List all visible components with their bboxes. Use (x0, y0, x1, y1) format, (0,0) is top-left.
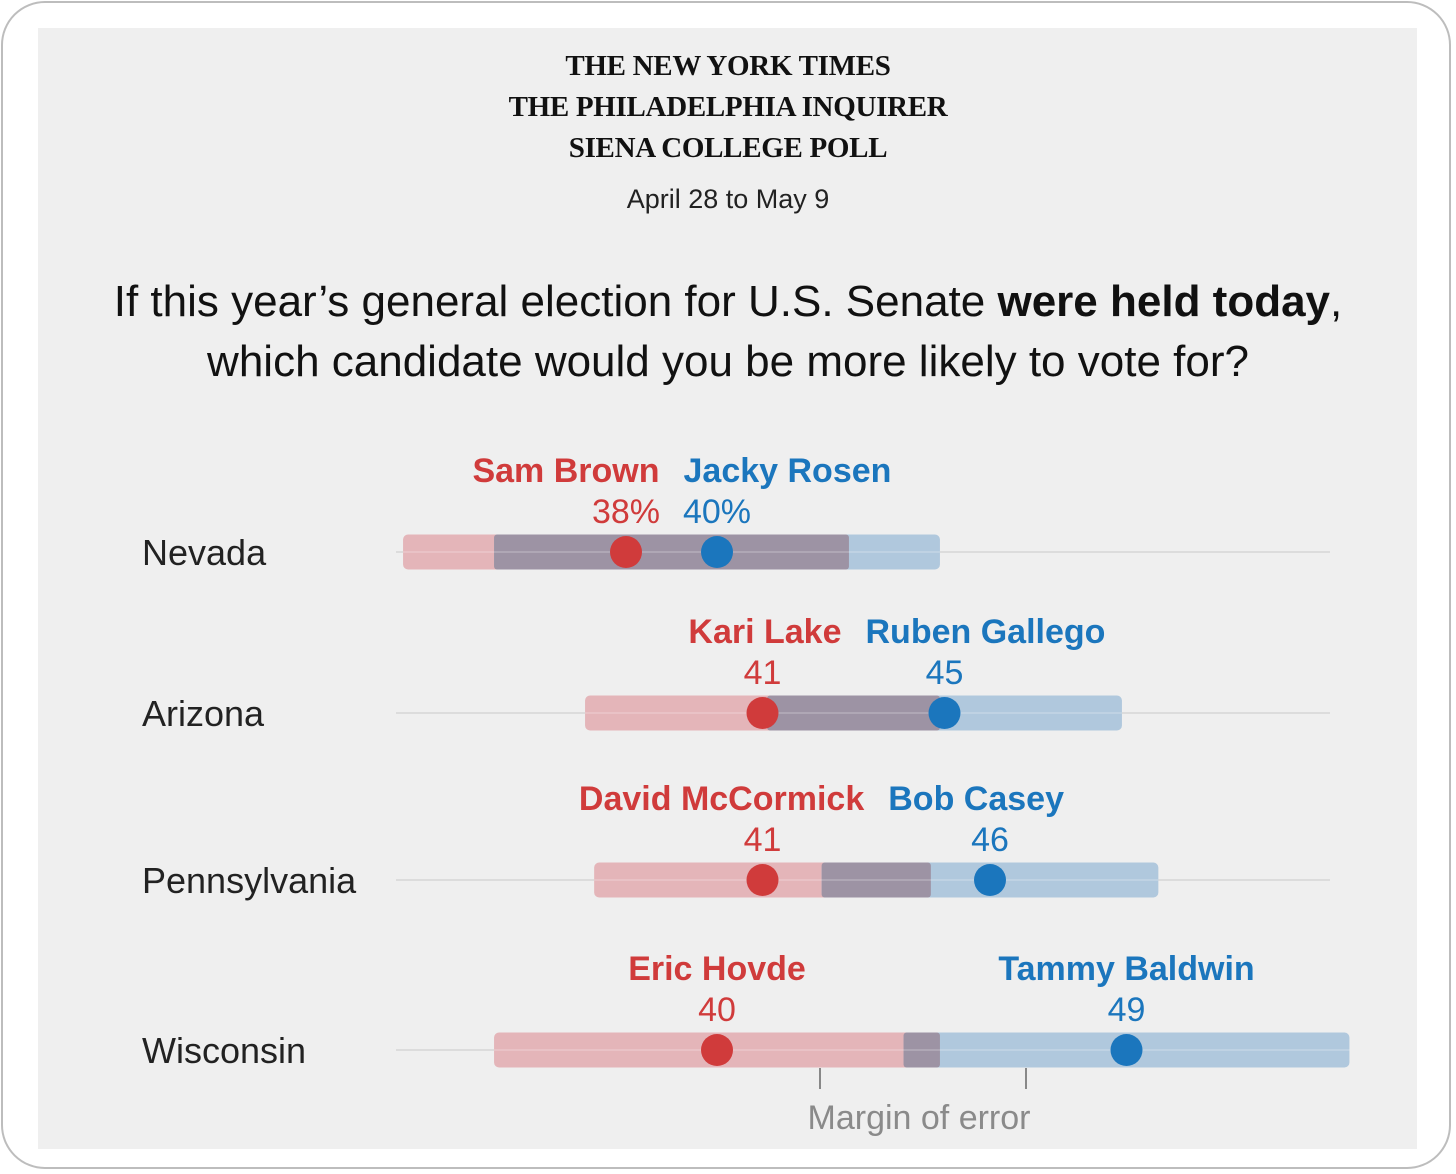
candidate-name-democrat-arizona: Ruben Gallego (866, 613, 1106, 651)
candidate-name-republican-arizona: Kari Lake (688, 613, 841, 651)
state-label-pennsylvania: Pennsylvania (142, 860, 357, 901)
question-emphasis: were held today (997, 277, 1331, 326)
candidate-name-republican-pennsylvania: David McCormick (579, 780, 864, 818)
value-label-republican-wisconsin: 40 (698, 991, 736, 1029)
dot-democrat-pennsylvania (974, 864, 1006, 896)
candidate-name-democrat-nevada: Jacky Rosen (684, 452, 892, 490)
dot-democrat-arizona (928, 697, 961, 729)
question-text-a: If this year’s general election for U.S.… (113, 277, 998, 326)
dot-republican-arizona (746, 697, 779, 729)
question-line-1: If this year’s general election for U.S.… (0, 272, 1456, 332)
dot-democrat-nevada (701, 536, 733, 568)
value-label-democrat-nevada: 40% (683, 493, 751, 531)
dot-republican-nevada (610, 536, 642, 568)
value-label-democrat-arizona: 45 (926, 654, 964, 692)
candidate-name-democrat-pennsylvania: Bob Casey (888, 780, 1064, 818)
value-label-republican-arizona: 41 (744, 654, 782, 692)
candidate-name-republican-nevada: Sam Brown (472, 452, 659, 490)
dot-republican-wisconsin (701, 1034, 733, 1066)
masthead-siena: SIENA COLLEGE POLL (568, 132, 888, 164)
state-label-arizona: Arizona (142, 693, 265, 734)
moe-band-overlap-pennsylvania (821, 862, 931, 898)
candidate-name-democrat-wisconsin: Tammy Baldwin (998, 950, 1254, 988)
value-label-democrat-wisconsin: 49 (1108, 991, 1146, 1029)
question-text-b: , (1330, 277, 1343, 326)
graphic-panel (38, 28, 1417, 1149)
moe-band-overlap-wisconsin (903, 1032, 940, 1068)
dot-republican-pennsylvania (746, 864, 779, 896)
poll-dates: April 28 to May 9 (626, 184, 830, 214)
candidate-name-republican-wisconsin: Eric Hovde (628, 950, 806, 988)
moe-band-overlap-nevada (494, 534, 849, 570)
moe-legend-label: Margin of error (808, 1099, 1031, 1137)
dot-democrat-wisconsin (1110, 1034, 1143, 1066)
value-label-democrat-pennsylvania: 46 (971, 821, 1009, 859)
masthead-inquirer: THE PHILADELPHIA INQUIRER (508, 91, 948, 123)
state-label-nevada: Nevada (142, 532, 267, 573)
state-label-wisconsin: Wisconsin (142, 1030, 306, 1071)
moe-band-overlap-arizona (767, 695, 940, 731)
value-label-republican-pennsylvania: 41 (744, 821, 782, 859)
question-line-2: which candidate would you be more likely… (207, 337, 1249, 386)
masthead-nyt: THE NEW YORK TIMES (565, 50, 891, 82)
value-label-republican-nevada: 38% (592, 493, 660, 531)
